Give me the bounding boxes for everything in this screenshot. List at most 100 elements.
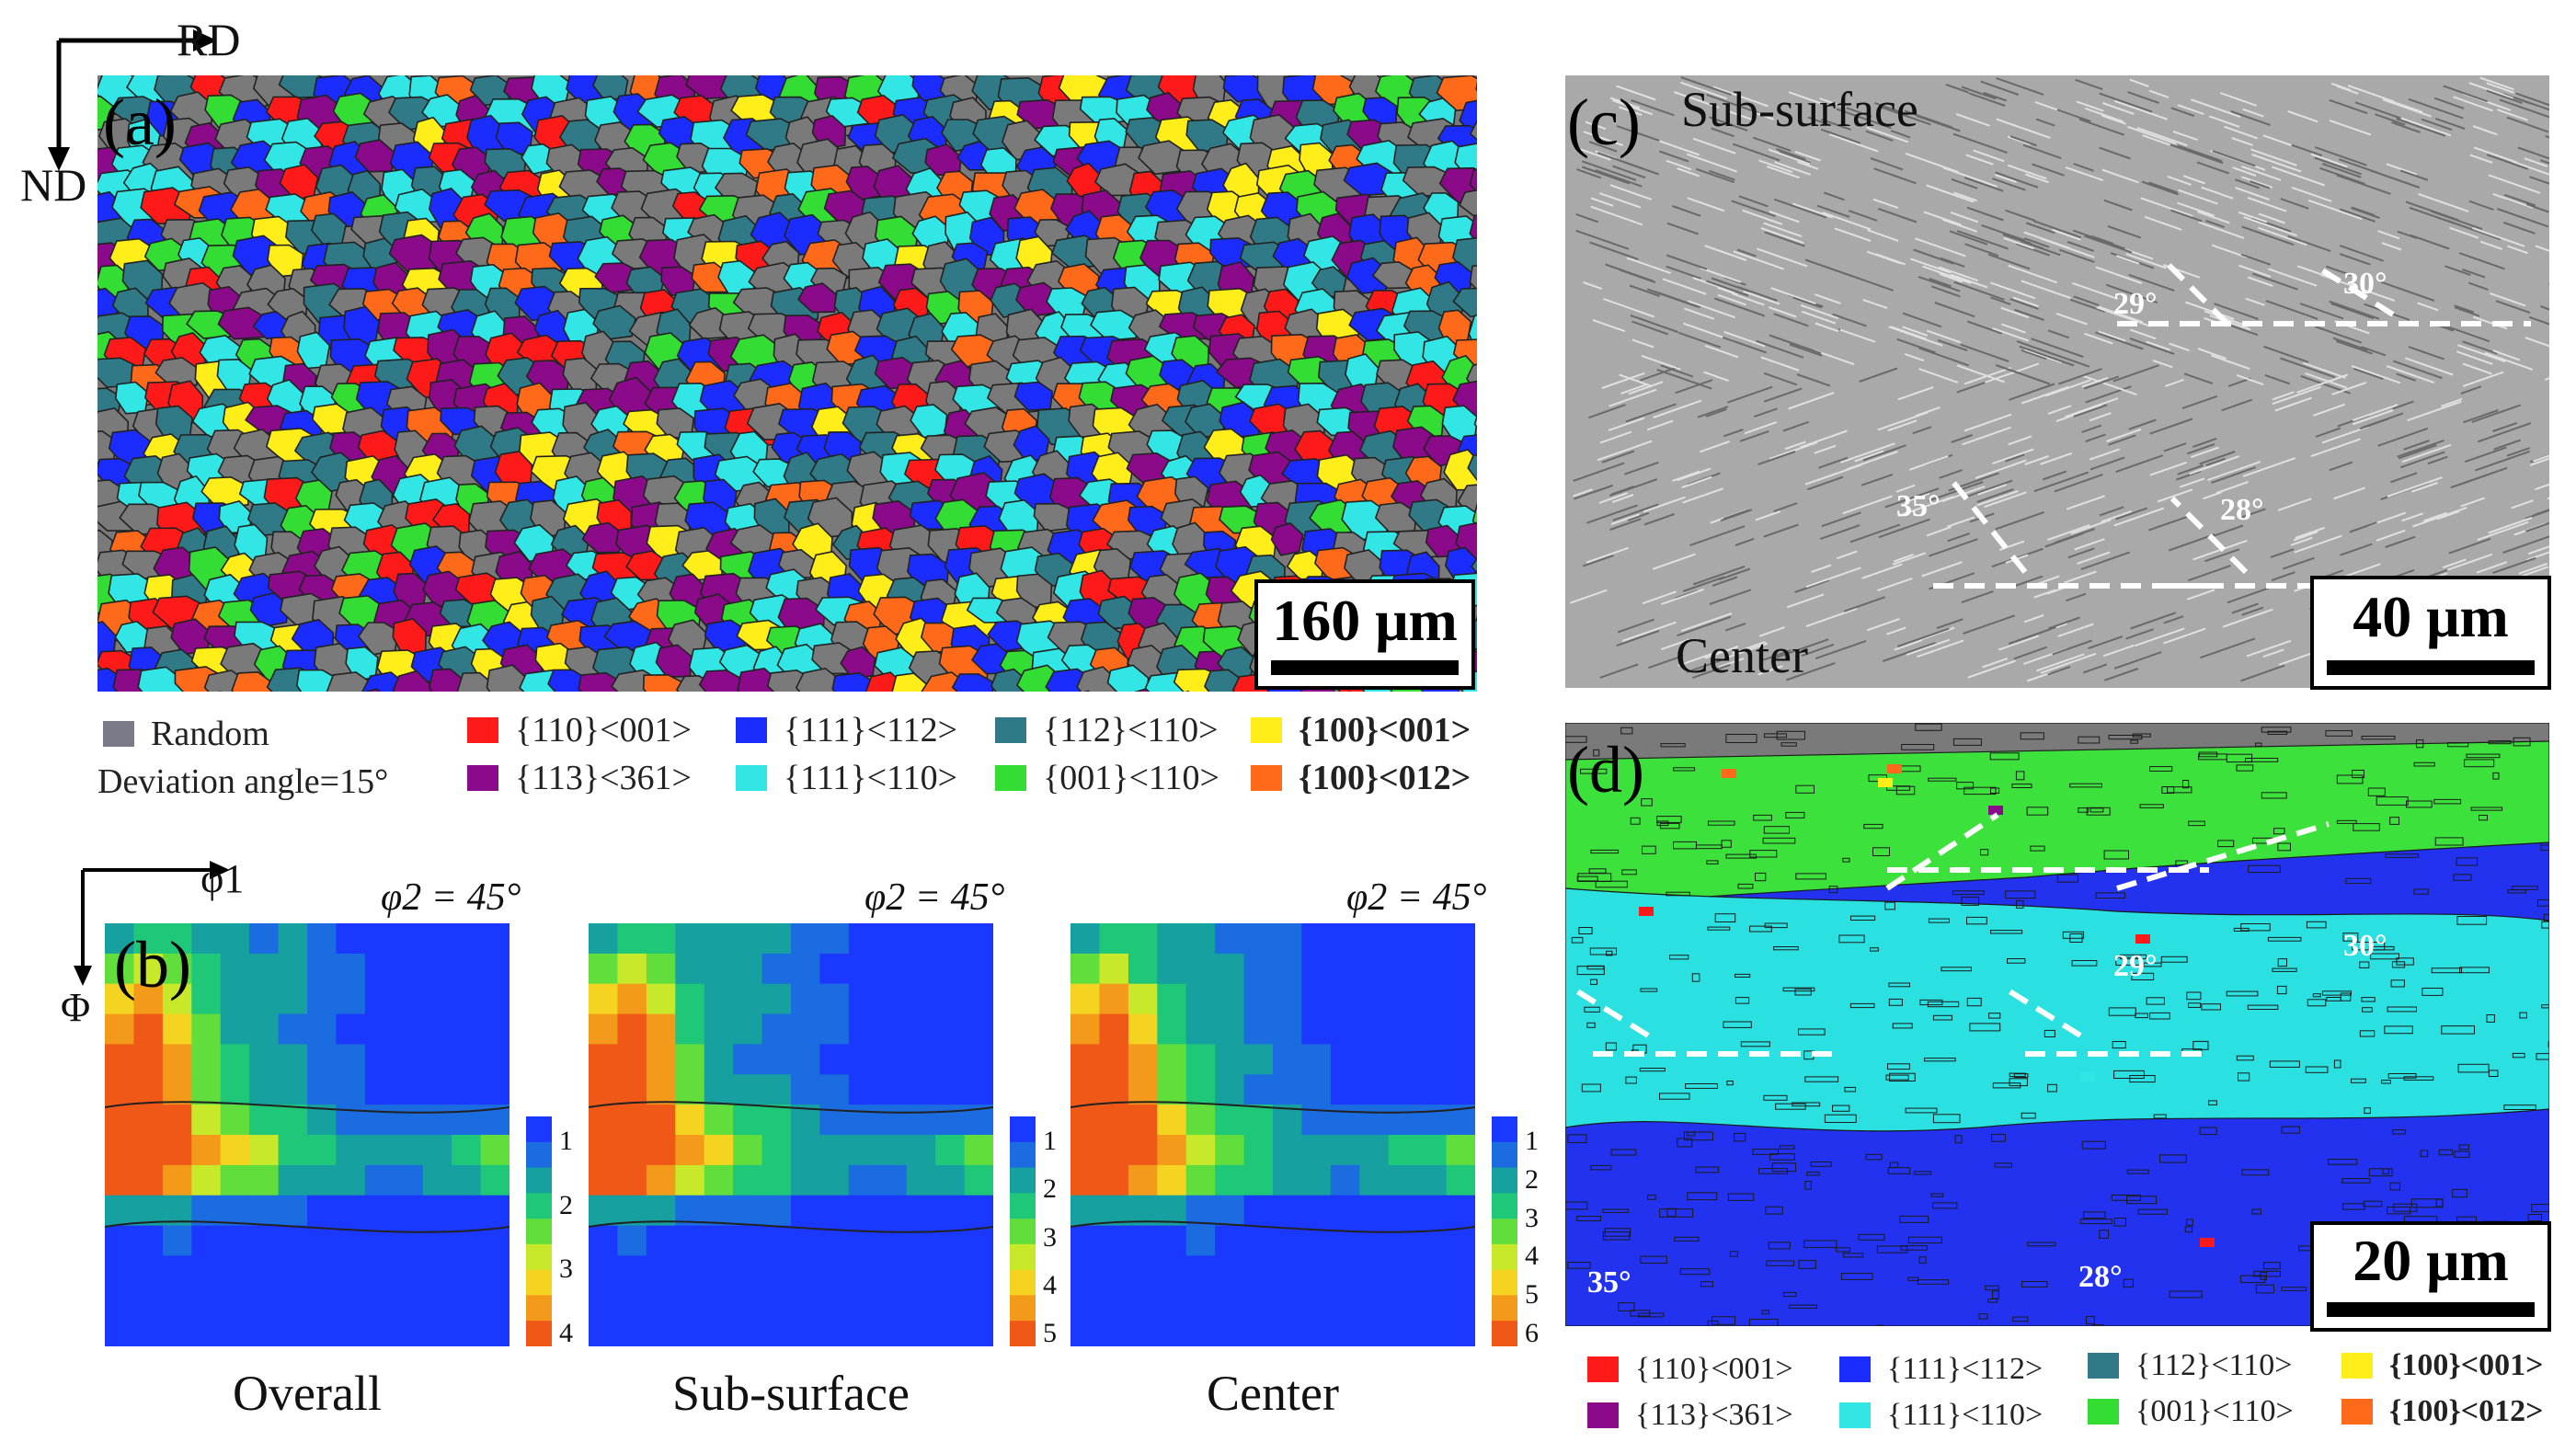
sem-streak	[2270, 548, 2295, 559]
odf-cell	[819, 923, 850, 955]
sem-streak	[1977, 483, 2007, 496]
sem-streak	[1743, 290, 1780, 305]
grain	[1470, 557, 1477, 575]
odf-cell	[1070, 953, 1100, 985]
sem-streak	[2386, 163, 2418, 176]
odf-cell	[675, 1013, 705, 1046]
odf-cell	[935, 1316, 966, 1346]
sem-streak	[2336, 174, 2391, 195]
sem-streak	[1744, 421, 1778, 435]
sem-streak	[1874, 102, 1908, 116]
odf-cell	[162, 1286, 192, 1317]
sem-streak	[2410, 234, 2450, 250]
sem-streak	[1753, 407, 1778, 418]
subgrain-boundary	[2392, 1129, 2407, 1135]
legend-a-label: {100}<012>	[1299, 759, 1471, 797]
subgrain-boundary	[1576, 1216, 1602, 1221]
subgrain-boundary	[1707, 926, 1731, 931]
sem-streak	[2524, 157, 2548, 167]
odf-cell	[133, 923, 164, 955]
subgrain-boundary	[2255, 742, 2262, 747]
sem-streak	[2036, 347, 2090, 368]
sem-streak	[2022, 143, 2062, 160]
subgrain-boundary	[2362, 1007, 2373, 1013]
odf-cell	[452, 1104, 482, 1136]
odf-cell	[761, 983, 792, 1015]
subgrain-boundary	[1798, 1028, 1826, 1036]
odf-cell	[191, 1164, 222, 1196]
odf-cell	[278, 953, 308, 985]
colorbar-segment	[1492, 1269, 1517, 1297]
subgrain-boundary	[1870, 947, 1879, 952]
sem-streak	[1569, 589, 1608, 604]
sem-streak	[2031, 338, 2084, 358]
sem-streak	[1653, 399, 1702, 418]
subgrain-boundary	[1618, 1302, 1635, 1312]
sem-streak	[1897, 496, 1954, 517]
sem-streak	[1589, 241, 1639, 260]
panel-letter-d: (d)	[1567, 733, 1644, 807]
sem-streak	[1638, 132, 1660, 142]
odf-cell	[848, 1255, 878, 1287]
sem-streak	[1631, 99, 1675, 117]
sem-streak	[1662, 278, 1707, 295]
odf-cell	[1301, 1074, 1332, 1105]
odf-cell	[761, 1013, 792, 1046]
odf-cell	[1185, 1044, 1216, 1075]
subgrain-boundary	[2095, 892, 2126, 899]
subgrain-boundary	[2217, 840, 2235, 848]
sem-streak	[1966, 320, 2003, 335]
subgrain-boundary	[1761, 1310, 1770, 1315]
subgrain-boundary	[2305, 1066, 2329, 1073]
subgrain-boundary	[2306, 921, 2327, 929]
sem-streak	[2403, 440, 2430, 451]
grain	[1469, 214, 1477, 244]
sem-streak	[1913, 248, 1954, 265]
sem-streak	[2167, 175, 2192, 186]
odf-cell	[761, 1286, 792, 1317]
odf-cell	[704, 1316, 734, 1346]
sem-streak	[1706, 93, 1760, 114]
odf-cell	[162, 923, 192, 955]
odf-cell	[589, 1255, 618, 1287]
odf-cell	[336, 923, 366, 955]
subgrain-boundary	[1610, 1149, 1637, 1156]
subgrain-boundary	[2083, 1211, 2106, 1219]
colorbar-segment	[1010, 1219, 1036, 1245]
odf-cell	[1273, 1074, 1302, 1105]
sem-streak	[1902, 326, 1929, 337]
odf-cell	[589, 1164, 618, 1196]
sem-streak	[1641, 354, 1681, 371]
odf-cell	[162, 1255, 192, 1287]
odf-cell	[133, 1255, 164, 1287]
sem-streak	[2548, 282, 2549, 285]
sem-streak	[2462, 371, 2504, 387]
odf-cell	[307, 1013, 337, 1046]
subgrain-boundary	[1577, 873, 1612, 883]
sem-streak	[2471, 404, 2522, 423]
odf-cell	[1185, 1316, 1216, 1346]
odf-cell	[1388, 1164, 1418, 1196]
subgrain-boundary	[2261, 727, 2292, 733]
sem-streak	[1609, 518, 1642, 531]
odf-cell	[394, 1316, 424, 1346]
subgrain-boundary	[1900, 1245, 1928, 1251]
sem-streak	[2460, 385, 2482, 395]
subgrain-boundary	[2169, 1290, 2203, 1299]
subgrain-boundary	[1602, 1208, 1630, 1213]
subgrain-boundary	[2241, 1169, 2270, 1176]
colorbar-tick: 3	[1525, 1202, 1539, 1233]
sem-streak	[2264, 373, 2291, 385]
odf-cell	[1157, 923, 1187, 955]
sem-streak	[1573, 488, 1593, 498]
odf-cell	[1099, 1074, 1129, 1105]
subgrain-boundary	[2186, 991, 2202, 1001]
sem-streak	[1990, 296, 2011, 305]
odf-cell	[1128, 1013, 1158, 1046]
sem-streak	[1814, 293, 1841, 304]
odf-cell	[105, 1164, 134, 1196]
odf-cell	[307, 953, 337, 985]
odf-cell	[1359, 1195, 1390, 1227]
odf-cell	[105, 953, 134, 985]
subgrain-boundary	[1989, 752, 2020, 761]
